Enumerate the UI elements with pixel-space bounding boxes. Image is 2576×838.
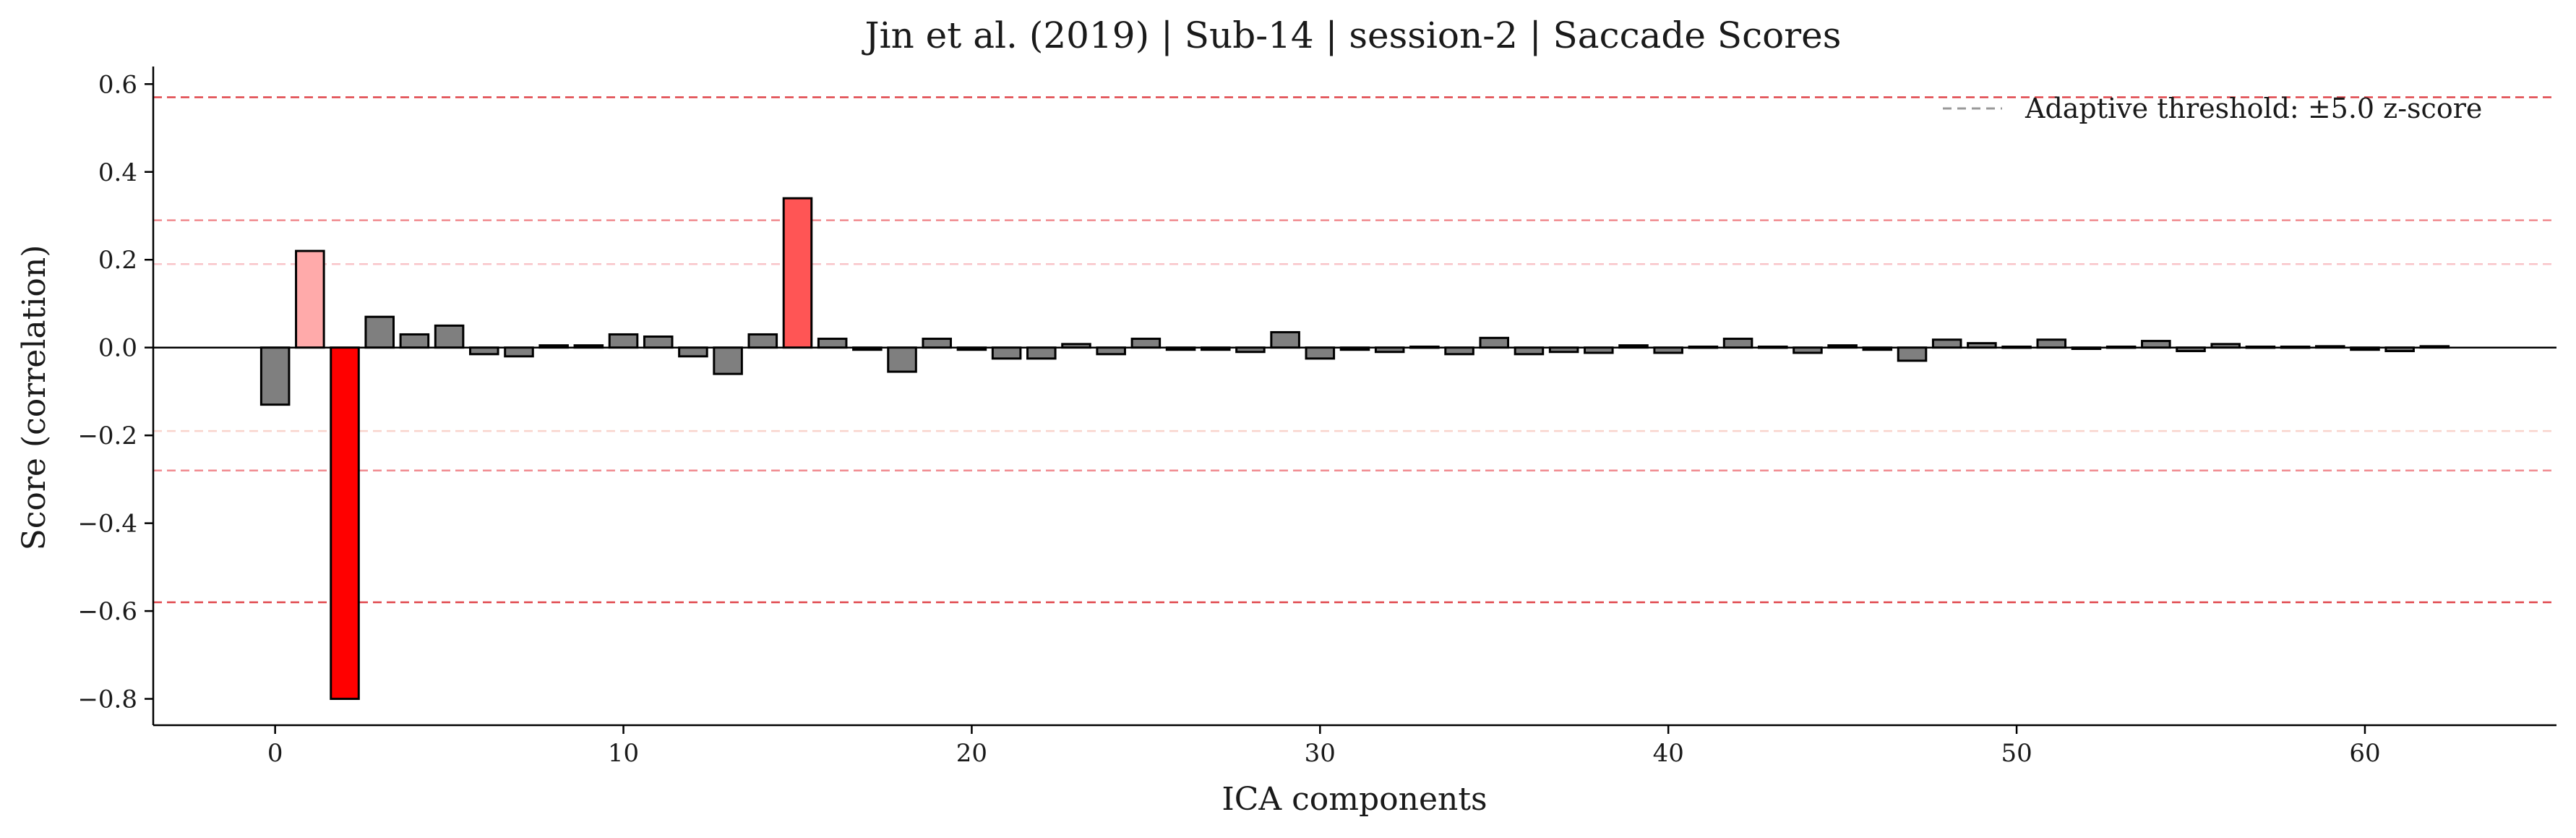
bar [1305,346,1336,360]
bar [2141,340,2171,349]
x-tick-label: 20 [956,739,987,768]
x-tick-label: 50 [2001,739,2032,768]
bar [782,197,813,349]
x-ticks: 0 10 20 30 40 50 60 [267,725,2381,768]
bar [991,346,1022,360]
bar [1897,346,1928,362]
bar [713,346,743,375]
threshold-lines [153,96,2556,604]
bar [922,338,953,349]
y-tick-label: 0.6 [98,70,137,99]
bar [608,333,639,349]
x-axis-label: ICA components [1222,781,1487,818]
legend: Adaptive threshold: ±5.0 z-score [1943,93,2482,124]
x-tick-label: 60 [2349,739,2380,768]
y-tick-label: −0.6 [77,597,137,626]
x-tick-label: 30 [1305,739,1336,768]
x-tick-label: 10 [608,739,639,768]
bar [1722,338,1753,349]
bar [2036,338,2067,349]
y-tick-label: 0.0 [98,334,137,363]
bar [887,346,917,373]
bar [1479,336,1510,349]
bar [469,346,499,356]
bar [1270,330,1300,349]
y-tick-label: 0.4 [98,158,137,187]
y-tick-label: −0.4 [77,510,137,539]
y-ticks: −0.8 −0.6 −0.4 −0.2 0.0 0.2 0.4 0.6 [77,70,153,714]
x-tick-label: 0 [267,739,283,768]
bar [1130,338,1162,349]
bar [295,249,325,349]
bar [643,335,674,349]
bar [434,324,465,349]
bar [1931,338,1962,349]
y-tick-label: −0.8 [77,685,137,714]
y-tick-label: −0.2 [77,422,137,450]
y-axis-label: Score (correlation) [16,245,53,551]
bar [364,315,395,349]
y-tick-label: 0.2 [98,246,137,275]
bar [678,346,708,358]
bar [399,333,430,349]
chart-title: Jin et al. (2019) | Sub-14 | session-2 |… [862,14,1842,56]
bar [259,346,291,406]
bar [1444,346,1474,356]
bar [1026,346,1057,360]
bar [1514,346,1545,356]
axes [152,67,2556,727]
bar [817,338,848,349]
bar [747,333,778,349]
bar [1096,346,1126,356]
bars [259,197,2450,701]
bar [330,346,360,701]
x-tick-label: 40 [1653,739,1684,768]
bar [504,346,534,358]
legend-label: Adaptive threshold: ±5.0 z-score [2025,93,2482,124]
